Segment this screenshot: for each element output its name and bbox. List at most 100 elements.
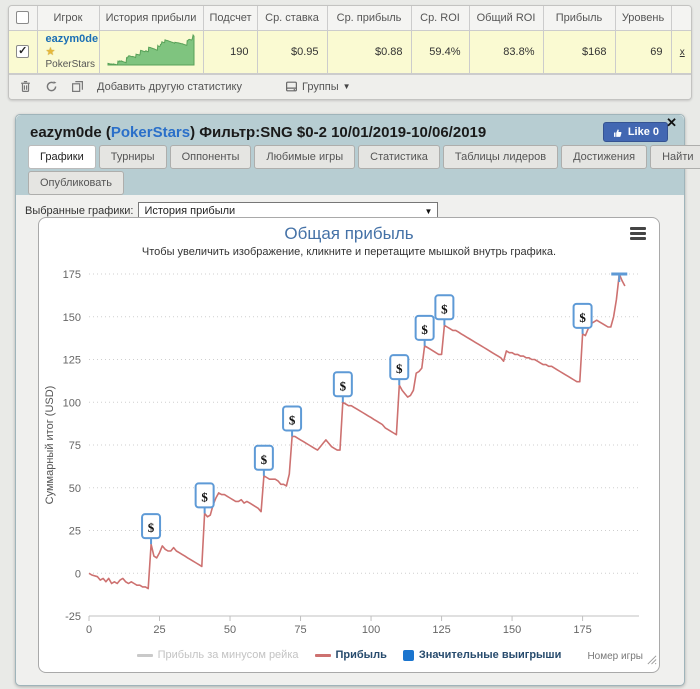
close-icon[interactable]: ✕ (666, 115, 677, 130)
svg-text:$: $ (396, 361, 403, 376)
col-total-roi[interactable]: Общий ROI (468, 6, 544, 31)
title-player: eazym0de ( (30, 124, 111, 141)
significant-win-marker[interactable]: $ (194, 482, 215, 514)
y-axis-title: Суммарный итог (USD) (44, 386, 56, 505)
medal-star-icon: ★ (45, 45, 56, 58)
col-count[interactable]: Подсчет (202, 6, 258, 31)
x-tick-label: 75 (294, 624, 306, 636)
count-value: 190 (202, 29, 258, 74)
select-all-checkbox[interactable] (16, 11, 30, 25)
legend-swatch (314, 653, 331, 657)
player-stats-table: Игрок История прибыли Подсчет Ср. ставка… (9, 6, 691, 74)
x-tick-label: 125 (432, 624, 450, 636)
legend-swatch (402, 649, 414, 661)
legend-item-0[interactable]: Прибыль за минусом рейка (136, 649, 299, 661)
col-player[interactable]: Игрок (36, 6, 100, 31)
y-tick-label: 50 (69, 483, 81, 495)
legend-swatch (136, 653, 153, 657)
title-site-link[interactable]: PokerStars (110, 124, 191, 141)
groups-caret-icon: ▼ (342, 82, 351, 91)
svg-text:$: $ (201, 489, 208, 504)
tab-find[interactable]: Найти (650, 145, 700, 169)
tab-tournaments[interactable]: Турниры (98, 145, 167, 169)
y-tick-label: -25 (65, 611, 81, 623)
tab-opponents[interactable]: Оппоненты (169, 145, 252, 169)
title-filter: ) Фильтр:SNG $0-2 10/01/2019-10/06/2019 (190, 124, 487, 141)
col-avg-roi[interactable]: Ср. ROI (410, 6, 470, 31)
col-actions (670, 6, 691, 31)
sparkline-cell (98, 29, 204, 74)
legend-item-2[interactable]: Значительные выигрыши (402, 649, 562, 661)
table-row: ✓ eazym0de ★ PokerStars 190 $0.95 $0.88 … (9, 29, 691, 74)
profit-sparkline[interactable] (107, 33, 195, 67)
significant-win-marker[interactable]: $ (434, 294, 455, 326)
chart-legend: Прибыль за минусом рейка Прибыль Значитель… (39, 646, 659, 664)
y-tick-label: 125 (63, 355, 81, 367)
significant-win-marker[interactable]: $ (414, 314, 435, 346)
player-name-link[interactable]: eazym0de (45, 32, 99, 45)
results-panel: ✕ eazym0de (PokerStars) Фильтр:SNG $0-2 … (15, 114, 700, 686)
significant-win-marker[interactable]: $ (332, 371, 353, 403)
profit-line (88, 273, 626, 590)
tab-leaderboards[interactable]: Таблицы лидеров (442, 145, 559, 169)
total-roi-value: 83.8% (468, 29, 544, 74)
panel-body: Выбранные графики: История прибыли ▼ Общ… (16, 195, 684, 685)
legend-label: Прибыль (335, 649, 387, 661)
col-avg-stake[interactable]: Ср. ставка (256, 6, 328, 31)
y-tick-label: 175 (63, 269, 81, 281)
significant-win-marker[interactable]: $ (389, 354, 410, 386)
sparkline-area (107, 33, 195, 66)
avg-stake-value: $0.95 (256, 29, 328, 74)
chart-title: Общая прибыль (284, 224, 414, 243)
col-level[interactable]: Уровень (614, 6, 672, 31)
x-tick-label: 100 (362, 624, 380, 636)
svg-text:$: $ (421, 322, 428, 337)
stats-header-row: Игрок История прибыли Подсчет Ср. ставка… (9, 6, 691, 31)
chart-menu-icon[interactable] (630, 227, 646, 240)
trash-icon[interactable] (19, 80, 32, 93)
copy-icon[interactable] (71, 80, 84, 93)
svg-text:$: $ (261, 452, 268, 467)
x-axis-title: Номер игры (587, 651, 643, 662)
tab-publish[interactable]: Опубликовать (28, 171, 124, 195)
y-tick-label: 25 (69, 526, 81, 538)
x-tick-label: 50 (224, 624, 236, 636)
significant-win-marker[interactable]: $ (253, 444, 274, 476)
y-tick-label: 150 (63, 312, 81, 324)
groups-disk-icon (285, 80, 298, 93)
svg-text:$: $ (579, 310, 586, 325)
tab-achievements[interactable]: Достижения (561, 145, 648, 169)
add-statistic-button[interactable]: Добавить другую статистику (97, 80, 242, 93)
row-select-cell: ✓ (9, 29, 38, 74)
row-checkbox[interactable]: ✓ (16, 45, 30, 58)
col-profit-history[interactable]: История прибыли (98, 6, 204, 31)
player-cell: eazym0de ★ PokerStars (36, 29, 100, 74)
tab-favorite-games[interactable]: Любимые игры (254, 145, 356, 169)
remove-row-link[interactable]: x (679, 46, 685, 58)
tabs-row-2: Опубликовать (28, 171, 124, 195)
groups-button[interactable]: Группы ▼ (285, 80, 351, 93)
player-site-label: PokerStars (45, 58, 95, 70)
significant-win-marker[interactable]: $ (282, 405, 303, 437)
profit-chart[interactable]: -25 0 25 50 75 100 125 150 175 Суммарный итог (US… (41, 264, 657, 644)
svg-text:$: $ (441, 301, 448, 316)
select-caret-icon: ▼ (424, 206, 433, 216)
tab-statistics[interactable]: Статистика (358, 145, 440, 169)
col-profit[interactable]: Прибыль (542, 6, 616, 31)
refresh-icon[interactable] (45, 80, 58, 93)
groups-label: Группы (302, 80, 339, 93)
legend-label: Значительные выигрыши (418, 649, 562, 661)
tab-charts[interactable]: Графики (28, 145, 96, 169)
charts-select-value: История прибыли (144, 205, 236, 217)
panel-title: eazym0de (PokerStars) Фильтр:SNG $0-2 10… (30, 124, 486, 141)
y-tick-label: 100 (63, 397, 81, 409)
chart-container[interactable]: Общая прибыль Чтобы увеличить изображени… (38, 217, 660, 673)
significant-win-marker[interactable]: $ (141, 513, 162, 545)
table-toolbar: Добавить другую статистику Группы ▼ (9, 73, 691, 99)
resize-handle-icon[interactable] (646, 652, 657, 670)
facebook-like-button[interactable]: Like 0 (602, 122, 668, 142)
level-value: 69 (614, 29, 672, 74)
legend-item-1[interactable]: Прибыль (314, 649, 387, 661)
col-avg-profit[interactable]: Ср. прибыль (326, 6, 412, 31)
significant-win-marker[interactable]: $ (572, 302, 593, 334)
